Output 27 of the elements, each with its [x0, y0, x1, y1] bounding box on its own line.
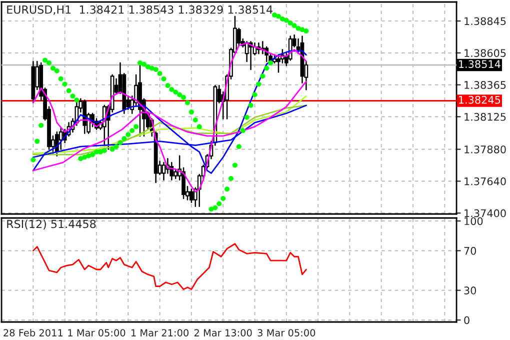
- y-tick-label: 1.37880: [464, 145, 506, 154]
- candlestick: [162, 162, 166, 180]
- candlestick: [174, 168, 178, 180]
- chart-title: RSI(12) 51.4458: [7, 220, 96, 230]
- candlestick: [82, 99, 87, 134]
- y-tick-label: 1.38365: [464, 81, 506, 89]
- y-tick-label: 1.37400: [464, 209, 506, 218]
- y-tick-label: 1.38605: [464, 49, 506, 58]
- ref-line-label: 1.38245: [459, 96, 500, 104]
- x-tick-label: 1 Mar 21:00: [131, 329, 189, 336]
- x-tick-label: 1 Mar 05:00: [68, 329, 126, 336]
- chart-title: EURUSD,H1 1.38421 1.38543 1.38329 1.38514: [7, 5, 272, 15]
- x-tick-label: 28 Feb 2011: [4, 328, 63, 336]
- x-tick-label: 2 Mar 13:00: [194, 329, 252, 336]
- ref-line-label: 1.38514: [459, 60, 500, 68]
- candlestick: [190, 188, 194, 204]
- y-tick-label: 1.38845: [464, 17, 506, 26]
- y-tick-label: 0: [464, 316, 470, 324]
- y-tick-label: 1.38125: [464, 112, 506, 121]
- y-tick-label: 1.37640: [464, 177, 506, 186]
- line-series: [32, 95, 307, 154]
- line-series: [32, 243, 307, 290]
- candlestick: [170, 162, 174, 180]
- y-tick-label: 70: [464, 246, 476, 255]
- x-tick-label: 3 Mar 05:00: [258, 329, 316, 336]
- y-tick-label: 30: [464, 286, 476, 294]
- y-tick-label: 100: [464, 217, 483, 226]
